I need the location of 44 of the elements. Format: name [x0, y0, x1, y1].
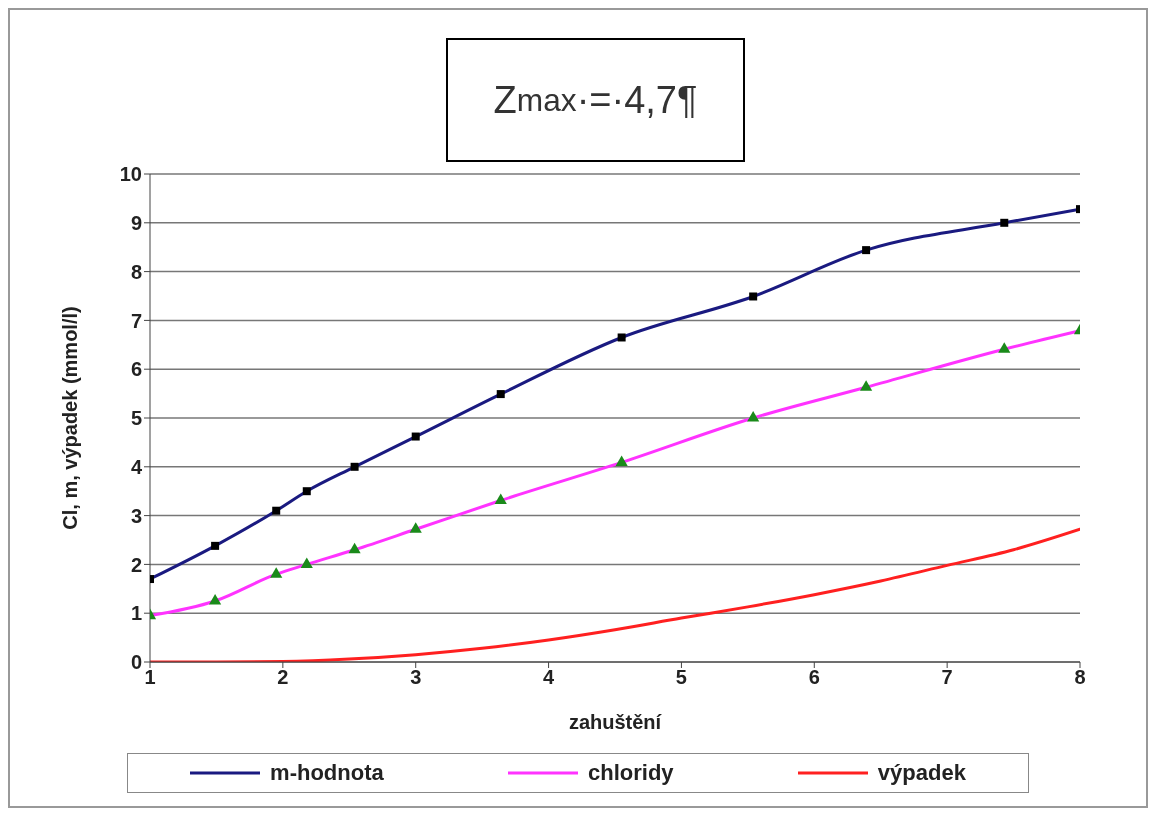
y-tick-label: 6	[130, 358, 142, 381]
legend-label: chloridy	[588, 760, 674, 786]
point	[409, 522, 422, 533]
point	[494, 493, 507, 504]
y-tick-label: 8	[130, 260, 142, 283]
point	[615, 455, 628, 466]
point	[272, 506, 281, 515]
x-tick-label: 1	[144, 666, 156, 689]
legend-label: m-hodnota	[270, 760, 384, 786]
y-tick-label: 0	[130, 651, 142, 674]
point	[747, 410, 760, 422]
x-tick-label: 5	[675, 666, 687, 689]
x-axis-title: zahuštění	[568, 711, 663, 733]
point	[496, 390, 505, 399]
point	[860, 380, 873, 391]
legend-label: výpadek	[877, 760, 966, 786]
point	[300, 557, 313, 568]
x-tick-label: 7	[941, 666, 953, 689]
point	[998, 342, 1011, 353]
x-tick-label: 3	[410, 666, 422, 689]
y-tick-label: 3	[130, 504, 142, 527]
x-tick-label: 4	[543, 666, 556, 689]
x-tick-label: 2	[277, 666, 289, 689]
point	[350, 462, 359, 471]
point	[211, 541, 220, 550]
point	[617, 333, 626, 342]
y-tick-label: 9	[130, 211, 142, 234]
y-tick-label: 2	[130, 553, 142, 576]
point	[209, 593, 222, 605]
x-tick-label: 6	[808, 666, 820, 689]
point	[862, 246, 871, 255]
point	[302, 487, 311, 496]
x-tick-label: 8	[1074, 666, 1086, 689]
y-tick-label: 4	[130, 455, 143, 478]
point	[270, 567, 283, 578]
point	[348, 542, 361, 554]
point	[1000, 218, 1009, 227]
point	[411, 432, 420, 441]
point	[749, 292, 758, 301]
y-tick-label: 7	[130, 309, 142, 332]
y-tick-label: 1	[130, 602, 142, 625]
y-tick-label: 10	[119, 163, 142, 186]
y-tick-label: 5	[130, 407, 142, 430]
y-axis-title: Cl, m, výpadek (mmol/l)	[59, 306, 82, 530]
